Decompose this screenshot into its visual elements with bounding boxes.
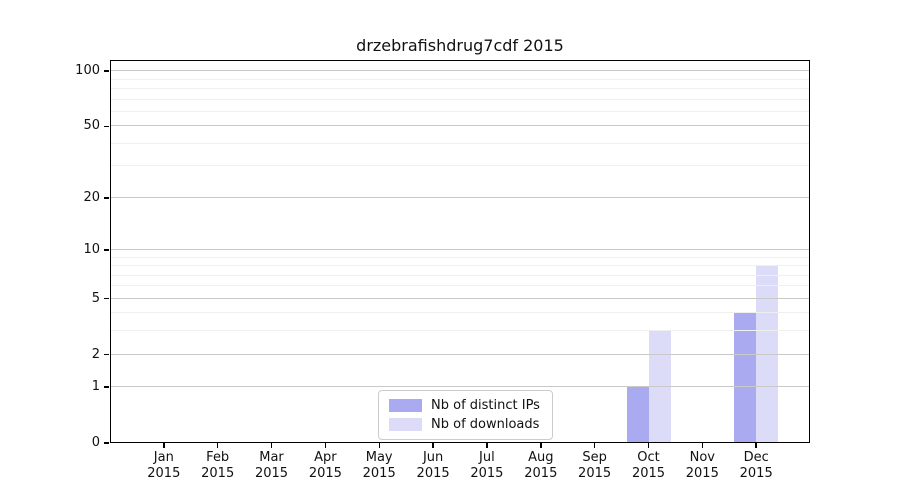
x-tick-mark	[163, 443, 165, 448]
y-tick-mark	[104, 70, 109, 72]
y-gridline-major	[110, 196, 810, 198]
y-tick-mark	[104, 442, 109, 444]
y-gridline-major	[110, 125, 810, 127]
y-gridline-minor	[110, 165, 810, 167]
x-tick-mark	[593, 443, 596, 448]
x-tick-mark	[324, 443, 327, 448]
legend-label-distinct-ips: Nb of distinct IPs	[431, 398, 540, 413]
x-tick-label: Nov 2015	[685, 450, 719, 481]
y-gridline-major	[110, 70, 810, 72]
chart-title: drzebrafishdrug7cdf 2015	[356, 36, 564, 55]
y-gridline-minor	[110, 98, 810, 100]
y-gridline-major	[110, 248, 810, 250]
legend-label-downloads: Nb of downloads	[431, 417, 540, 432]
y-tick-label: 1	[91, 379, 100, 395]
y-tick-mark	[104, 386, 109, 388]
y-gridline-minor	[110, 110, 810, 112]
y-gridline-minor	[110, 285, 810, 287]
x-tick-label: Aug 2015	[524, 450, 558, 481]
x-tick-label: Oct 2015	[631, 450, 666, 481]
y-tick-mark	[104, 249, 109, 251]
x-tick-label: May 2015	[362, 450, 396, 481]
x-tick-label: Sep 2015	[578, 450, 612, 481]
y-gridline-minor	[110, 78, 810, 80]
y-gridline-minor	[110, 265, 810, 266]
y-tick-label: 50	[83, 118, 100, 134]
bar-downloads	[756, 266, 779, 443]
x-tick-mark	[647, 443, 650, 448]
y-tick-label: 20	[83, 189, 100, 205]
y-gridline-minor	[110, 256, 810, 258]
y-tick-mark	[104, 353, 109, 356]
x-tick-label: Mar 2015	[254, 450, 289, 481]
x-tick-mark	[378, 443, 380, 448]
x-tick-mark	[755, 443, 757, 448]
plot-area	[110, 60, 810, 443]
y-gridline-minor	[110, 142, 810, 144]
y-gridline-minor	[110, 312, 810, 314]
y-gridline-major	[110, 297, 810, 299]
legend-item-downloads: Nb of downloads	[389, 417, 540, 432]
legend: Nb of distinct IPs Nb of downloads	[378, 390, 553, 440]
x-tick-mark	[701, 443, 704, 448]
y-tick-label: 0	[91, 435, 100, 450]
x-tick-label: Dec 2015	[739, 450, 773, 481]
x-tick-mark	[270, 443, 273, 448]
x-tick-mark	[486, 443, 488, 448]
x-tick-label: Jul 2015	[470, 450, 504, 481]
x-tick-mark	[432, 443, 434, 448]
y-tick-mark	[104, 297, 109, 300]
y-tick-label: 100	[75, 63, 100, 79]
x-tick-label: Jun 2015	[416, 450, 450, 481]
bar-distinct-ips	[734, 313, 757, 443]
y-tick-label: 10	[83, 241, 100, 257]
x-tick-label: Apr 2015	[308, 450, 342, 481]
legend-item-distinct-ips: Nb of distinct IPs	[389, 398, 540, 413]
y-gridline-major	[110, 386, 810, 388]
legend-swatch-downloads	[389, 418, 422, 431]
y-tick-mark	[104, 125, 109, 127]
y-tick-label: 2	[91, 346, 100, 362]
y-gridline-minor	[110, 87, 810, 89]
y-gridline-minor	[110, 330, 810, 332]
y-gridline-minor	[110, 274, 810, 276]
bar-distinct-ips	[626, 387, 649, 443]
y-gridline-major	[110, 353, 810, 355]
x-tick-mark	[540, 443, 542, 448]
x-tick-label: Feb 2015	[201, 450, 235, 481]
x-tick-mark	[216, 443, 219, 448]
legend-swatch-distinct-ips	[389, 399, 422, 412]
y-tick-mark	[104, 197, 109, 199]
y-tick-label: 5	[91, 290, 100, 306]
x-tick-label: Jan 2015	[147, 450, 181, 481]
